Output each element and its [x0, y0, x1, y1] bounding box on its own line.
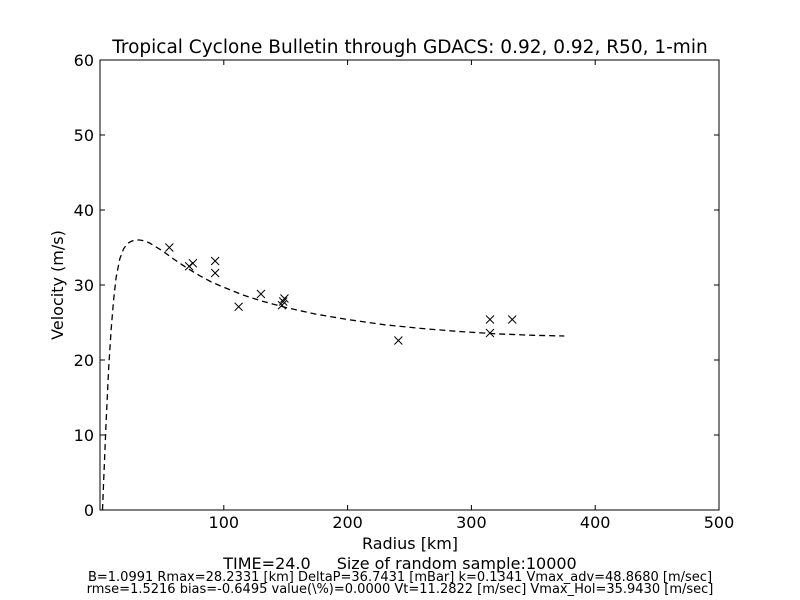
fitted-wind-profile-line	[101, 239, 565, 511]
y-tick-label: 40	[74, 201, 94, 220]
chart-title: Tropical Cyclone Bulletin through GDACS:…	[111, 37, 707, 58]
plot-frame	[99, 59, 720, 511]
observation-x-marker	[210, 268, 220, 278]
observation-x-marker	[507, 315, 517, 324]
axis-ticks: 100 200 300 400 500 0 10 20 30 40 50 60	[74, 51, 735, 532]
observation-x-marker	[485, 315, 495, 324]
y-tick-label: 20	[74, 351, 94, 370]
parameters-line-1: B=1.0991 Rmax=28.2331 [km] DeltaP=36.743…	[87, 570, 713, 585]
observation-x-marker	[256, 289, 266, 299]
x-tick-label: 200	[332, 513, 363, 532]
parameters-line-2: rmse=1.5216 bias=-0.6495 value(\%)=0.000…	[86, 582, 714, 597]
observation-x-marker	[188, 258, 198, 268]
plot-area	[101, 239, 565, 511]
y-tick-label: 10	[74, 426, 94, 445]
y-tick-label: 50	[74, 126, 94, 145]
observation-x-marker	[394, 336, 403, 345]
observation-x-marker	[164, 243, 174, 252]
time-sample-caption: TIME=24.0 Size of random sample:10000	[0, 556, 800, 572]
sample-size-text: Size of random sample:10000	[336, 554, 577, 573]
y-tick-label: 0	[84, 501, 94, 520]
observation-x-marker	[234, 302, 244, 312]
x-tick-label: 100	[209, 513, 240, 532]
observation-x-marker	[485, 328, 495, 338]
time-text: TIME=24.0	[223, 554, 311, 573]
y-axis-label: Velocity (m/s)	[48, 230, 67, 340]
x-tick-label: 500	[704, 513, 735, 532]
observation-x-marker	[210, 256, 220, 266]
observation-x-marker	[184, 261, 194, 271]
y-tick-label: 60	[74, 51, 94, 70]
x-tick-label: 400	[580, 513, 611, 532]
observation-x-marker	[278, 297, 288, 306]
observation-x-marker	[280, 294, 289, 303]
x-tick-label: 300	[456, 513, 487, 532]
x-axis-label: Radius [km]	[362, 534, 458, 553]
y-tick-label: 30	[74, 276, 94, 295]
